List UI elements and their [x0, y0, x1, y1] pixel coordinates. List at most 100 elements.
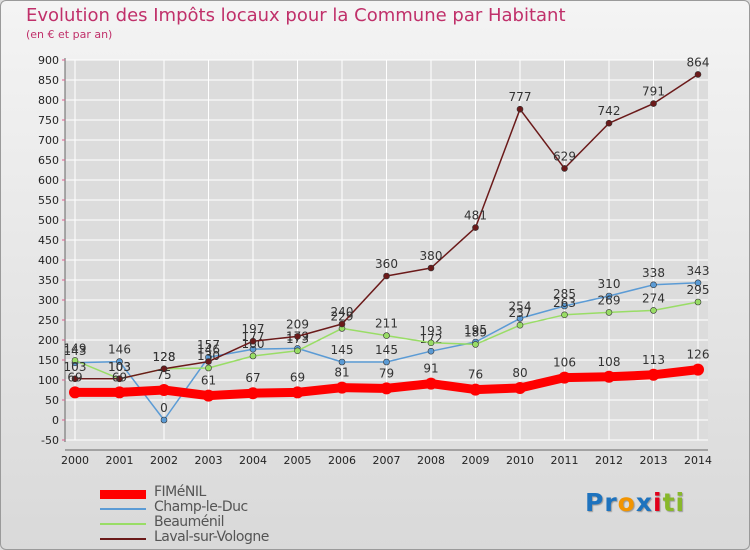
data-label: 864: [687, 55, 710, 69]
y-tick-label: 650: [38, 154, 59, 167]
data-label: 285: [553, 287, 576, 301]
proxiti-logo: Proxiti: [585, 488, 685, 517]
y-tick-label: 850: [38, 74, 59, 87]
data-label: 106: [553, 356, 576, 370]
data-label: 157: [197, 338, 220, 352]
data-label: 295: [687, 283, 710, 297]
data-point: [650, 100, 657, 107]
data-point: [561, 311, 568, 319]
data-label: 80: [512, 366, 527, 380]
data-point: [425, 377, 437, 390]
x-tick-label: 2000: [61, 454, 89, 467]
y-tick-label: 550: [38, 194, 59, 207]
data-point: [291, 386, 304, 399]
data-label: 274: [642, 291, 665, 305]
data-point: [694, 279, 702, 287]
data-label: 481: [464, 209, 487, 223]
data-label: 103: [108, 360, 131, 374]
data-point: [605, 119, 613, 127]
x-tick-label: 2007: [373, 454, 401, 467]
legend-swatch: [100, 490, 146, 499]
data-point: [336, 381, 348, 394]
data-point: [160, 416, 168, 424]
y-tick-label: 600: [38, 174, 59, 187]
data-label: 777: [509, 90, 532, 104]
data-label: 629: [553, 149, 576, 163]
data-point: [472, 224, 479, 231]
data-label: 343: [687, 264, 710, 278]
data-label: 69: [112, 370, 127, 384]
data-point: [205, 364, 212, 372]
data-label: 240: [331, 305, 354, 319]
data-point: [249, 337, 257, 345]
data-label: 146: [108, 343, 131, 357]
data-point: [561, 302, 568, 310]
data-point: [516, 321, 524, 329]
data-point: [558, 371, 571, 384]
data-label: 128: [153, 350, 176, 364]
x-tick-label: 2003: [195, 454, 223, 467]
x-tick-label: 2001: [106, 454, 134, 467]
x-tick-label: 2012: [595, 454, 623, 467]
data-point: [650, 307, 657, 314]
y-tick-label: 0: [52, 414, 59, 427]
legend-swatch: [100, 508, 146, 510]
data-label: 742: [598, 104, 621, 118]
data-label: 193: [420, 324, 443, 338]
y-tick-label: 500: [38, 214, 59, 227]
data-point: [338, 320, 346, 328]
data-point: [69, 386, 81, 399]
y-tick-label: 750: [38, 114, 59, 127]
data-label: 103: [108, 360, 131, 374]
legend-swatch: [100, 538, 146, 540]
data-label: 197: [242, 322, 265, 336]
data-point: [469, 383, 482, 396]
data-label: 145: [331, 343, 354, 357]
y-tick-label: 400: [38, 254, 59, 267]
data-label: 108: [598, 355, 621, 369]
data-point: [427, 339, 435, 347]
x-tick-label: 2002: [150, 454, 178, 467]
data-label: 380: [420, 249, 443, 263]
data-point: [249, 345, 257, 353]
data-label: 76: [468, 368, 483, 382]
data-point: [160, 365, 168, 373]
x-tick-label: 2008: [417, 454, 445, 467]
data-label: 209: [286, 317, 309, 331]
logo-letters: i: [652, 488, 663, 517]
data-point: [427, 347, 435, 355]
data-label: 0: [160, 401, 168, 415]
data-point: [116, 375, 123, 383]
legend-label: Beauménil: [154, 514, 225, 530]
y-tick-label: 450: [38, 234, 59, 247]
data-label: 69: [290, 370, 305, 384]
data-point: [294, 347, 301, 355]
y-tick-label: 350: [38, 274, 59, 287]
data-label: 79: [379, 366, 394, 380]
data-label: 91: [423, 362, 438, 376]
data-point: [561, 165, 568, 172]
data-point: [205, 358, 212, 365]
data-label: 145: [375, 343, 398, 357]
data-point: [158, 384, 170, 396]
logo-letters: o: [617, 488, 636, 517]
data-point: [71, 357, 79, 364]
data-label: 67: [245, 371, 260, 385]
y-tick-label: 200: [38, 334, 59, 347]
data-point: [338, 358, 346, 366]
x-tick-label: 2006: [328, 454, 356, 467]
x-tick-label: 2004: [239, 454, 267, 467]
x-tick-label: 2009: [462, 454, 490, 467]
chart-subtitle: (en € et par an): [26, 28, 113, 41]
data-point: [247, 387, 259, 400]
data-point: [516, 315, 524, 322]
data-label: 143: [64, 344, 87, 358]
x-tick-label: 2005: [284, 454, 312, 467]
data-point: [383, 272, 390, 280]
data-point: [694, 298, 702, 306]
data-label: 113: [642, 353, 665, 367]
x-tick-label: 2010: [506, 454, 534, 467]
data-label: 269: [598, 293, 621, 307]
y-tick-label: 250: [38, 314, 59, 327]
data-point: [113, 386, 126, 399]
